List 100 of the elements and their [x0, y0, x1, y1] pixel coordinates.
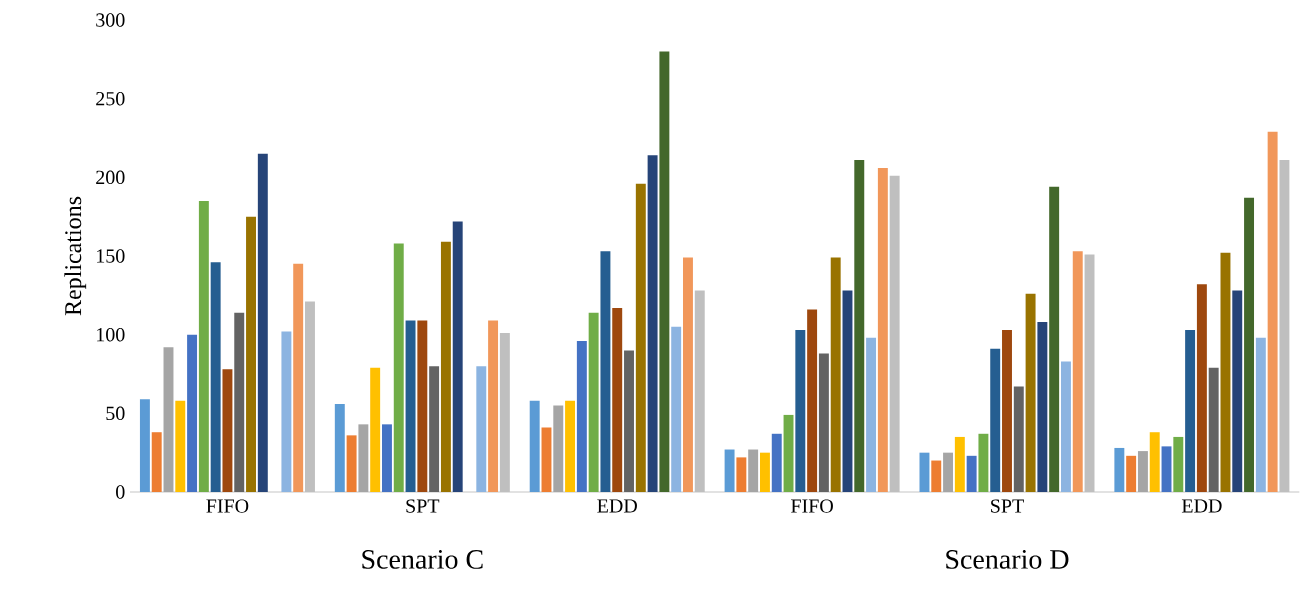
- bar: [293, 263, 304, 492]
- bar: [488, 320, 499, 492]
- bar: [943, 452, 954, 492]
- bar: [759, 452, 770, 492]
- bar: [990, 348, 1001, 492]
- bar: [1084, 254, 1095, 492]
- bar: [1149, 432, 1160, 492]
- bar: [429, 366, 440, 492]
- bar: [866, 337, 877, 492]
- bar: [281, 331, 292, 492]
- bar: [1208, 367, 1219, 492]
- bar: [783, 414, 794, 492]
- bar: [1255, 337, 1266, 492]
- bar: [246, 216, 256, 492]
- bar: [612, 307, 623, 492]
- bar: [954, 436, 965, 492]
- bar: [151, 432, 162, 492]
- bar: [305, 301, 315, 492]
- bar: [499, 333, 510, 492]
- bar: [1072, 251, 1083, 492]
- bar: [1002, 329, 1012, 492]
- bar: [1196, 284, 1207, 492]
- bar: [588, 312, 599, 492]
- bar: [370, 367, 381, 492]
- x-tick-label: EDD: [597, 499, 637, 513]
- bar: [694, 290, 705, 492]
- bar: [234, 312, 245, 492]
- bar: [452, 221, 463, 492]
- bar: [966, 455, 977, 492]
- bar: [919, 452, 930, 492]
- bar: [600, 251, 611, 492]
- bar: [210, 262, 221, 492]
- x-tick-label: SPT: [991, 499, 1024, 513]
- x-tick-label: SPT: [406, 499, 440, 513]
- bar: [334, 403, 345, 492]
- bar: [877, 167, 888, 492]
- bar: [198, 200, 209, 492]
- bar: [842, 290, 853, 492]
- x-tick-label: EDD: [1181, 499, 1222, 513]
- bar: [1173, 436, 1184, 492]
- bar: [346, 435, 357, 492]
- bar: [1161, 446, 1172, 492]
- bar: [139, 399, 150, 492]
- bar: [1037, 322, 1048, 492]
- y-tick-label: 0: [116, 485, 125, 499]
- bar: [576, 340, 587, 492]
- bar: [795, 329, 806, 492]
- bar: [724, 449, 735, 492]
- bar: [529, 400, 540, 492]
- bar: [1060, 361, 1071, 492]
- text: Scenario C: [362, 550, 483, 569]
- y-axis-title: Replications: [64, 196, 87, 316]
- bar: [818, 353, 829, 492]
- bar: [222, 369, 233, 492]
- bar: [405, 320, 416, 492]
- bar: [1244, 197, 1255, 492]
- bar: [1025, 293, 1036, 492]
- bar: [647, 155, 658, 492]
- y-tick-label: 50: [106, 406, 125, 421]
- bar: [1185, 329, 1196, 492]
- x-tick-label: FIFO: [206, 499, 249, 513]
- bar: [683, 257, 693, 492]
- bar: [771, 433, 782, 492]
- y-tick-label: 250: [96, 91, 125, 106]
- bar: [1126, 455, 1137, 492]
- bar: [1114, 447, 1125, 492]
- bar: [1232, 290, 1243, 492]
- bar: [1013, 386, 1024, 492]
- bar: [931, 460, 942, 492]
- bar: [748, 449, 759, 492]
- y-tick-label: 300: [96, 13, 125, 27]
- bar: [635, 183, 646, 492]
- bar: [889, 175, 900, 492]
- bar: [175, 400, 186, 492]
- bar: [624, 350, 634, 492]
- bar: [417, 320, 428, 492]
- bar: [163, 347, 174, 492]
- y-tick-label: 200: [96, 170, 125, 185]
- bar: [553, 405, 564, 492]
- bar: [736, 457, 747, 492]
- bar: [257, 153, 268, 492]
- y-tick-label: 150: [97, 249, 125, 263]
- bar: [978, 433, 989, 492]
- bar: [358, 424, 369, 492]
- bar: [1279, 160, 1290, 492]
- bar: [393, 243, 404, 492]
- bar: [854, 160, 865, 492]
- bar: [541, 427, 552, 492]
- bar: [659, 51, 670, 492]
- y-tick-label: 100: [97, 327, 125, 342]
- bar: [807, 309, 818, 492]
- bar: [381, 424, 392, 492]
- bar: [1049, 186, 1060, 492]
- bar: [476, 366, 487, 492]
- bar: [671, 326, 682, 492]
- bar: [1267, 131, 1278, 492]
- bar: [1137, 451, 1148, 492]
- bar: [1220, 252, 1231, 492]
- bar: [565, 400, 576, 492]
- bar: [187, 334, 198, 492]
